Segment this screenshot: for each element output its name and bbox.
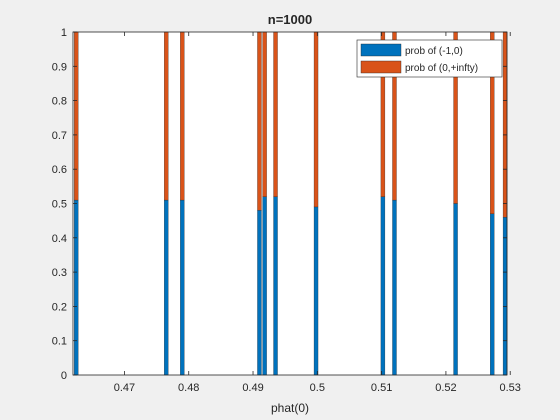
bar-series-1-2 bbox=[164, 199, 169, 376]
y-tick-label: 0.8 bbox=[52, 96, 67, 108]
x-tick-label: 0.5 bbox=[310, 382, 325, 394]
bar-series-2-2 bbox=[164, 31, 169, 201]
y-ticks: 0 0.1 0.2 0.3 0.4 0.5 0.6 0.7 0.8 0.9 1 bbox=[52, 27, 507, 382]
bar-series-2-4 bbox=[257, 31, 262, 211]
y-tick-label: 0.5 bbox=[52, 199, 67, 211]
bar-series-2-1 bbox=[74, 31, 79, 201]
bar-series-1-9 bbox=[392, 199, 397, 376]
x-tick-label: 0.52 bbox=[435, 382, 456, 394]
x-tick-label: 0.47 bbox=[114, 382, 135, 394]
bar-series-1-1 bbox=[74, 199, 79, 376]
x-tick-label: 0.53 bbox=[500, 382, 521, 394]
y-tick-label: 0.6 bbox=[52, 164, 67, 176]
bar-series-2-12 bbox=[502, 31, 508, 218]
bar-series-2-7 bbox=[313, 31, 319, 208]
bar-series-1-10 bbox=[453, 203, 458, 376]
legend-label-series-1: prob of (-1,0) bbox=[405, 46, 463, 57]
bar-series-1-3 bbox=[180, 199, 185, 376]
bar-series-2-5 bbox=[262, 31, 267, 197]
legend-label-series-2: prob of (0,+infty) bbox=[405, 63, 478, 74]
x-tick-label: 0.51 bbox=[371, 382, 392, 394]
y-tick-label: 1 bbox=[61, 27, 67, 39]
bar-series-1-5 bbox=[262, 196, 267, 376]
bar-series-1-4 bbox=[257, 210, 262, 376]
chart-title: n=1000 bbox=[268, 12, 312, 27]
bar-series-2-3 bbox=[180, 31, 185, 201]
y-tick-label: 0.1 bbox=[52, 336, 67, 348]
bar-series-1-7 bbox=[313, 206, 319, 376]
y-tick-label: 0.2 bbox=[52, 301, 67, 313]
y-tick-label: 0.9 bbox=[52, 61, 67, 73]
y-tick-label: 0.3 bbox=[52, 267, 67, 279]
x-tick-label: 0.49 bbox=[242, 382, 263, 394]
legend-swatch-series-1 bbox=[360, 43, 402, 57]
legend-swatch-series-2 bbox=[360, 60, 402, 74]
bar-series-2-6 bbox=[273, 31, 278, 197]
bar-series-1-12 bbox=[502, 217, 508, 376]
plot-area bbox=[73, 32, 507, 375]
bar-series-1-11 bbox=[490, 213, 495, 376]
legend: prob of (-1,0) prob of (0,+infty) bbox=[356, 39, 503, 78]
y-tick-label: 0.4 bbox=[52, 233, 67, 245]
y-tick-label: 0.7 bbox=[52, 130, 67, 142]
x-tick-label: 0.48 bbox=[178, 382, 199, 394]
x-axis-label: phat(0) bbox=[271, 401, 309, 415]
y-tick-label: 0 bbox=[61, 370, 67, 382]
bar-series-1-6 bbox=[273, 196, 278, 376]
x-ticks: 0.47 0.48 0.49 0.5 0.51 0.52 0.53 bbox=[114, 32, 521, 394]
bar-series-1-8 bbox=[380, 196, 386, 376]
